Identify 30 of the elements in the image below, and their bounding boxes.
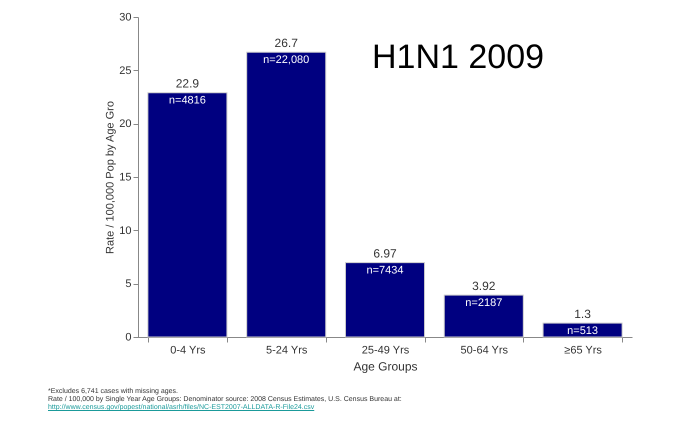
data-label: 6.97: [373, 246, 397, 261]
y-tick-label: 0: [125, 332, 132, 344]
y-tick-label: 10: [119, 224, 132, 237]
text: H1N1 2009: [372, 38, 544, 77]
x-tick-label: 25-49 Yrs: [362, 344, 410, 356]
x-tick-label: ≥65 Yrs: [564, 344, 602, 356]
x-tick-label: 0-4 Yrs: [170, 344, 206, 356]
y-axis-title: Rate / 100,000 Pop by Age Gro: [104, 101, 116, 254]
data-label: 26.7: [274, 36, 298, 50]
data-label: 22.9: [176, 76, 200, 91]
bar: [542, 322, 623, 338]
data-label: 3.92: [472, 279, 496, 294]
annotation: n=2187: [465, 297, 502, 310]
y-tick-label: 25: [119, 64, 132, 77]
annotation: n=513: [567, 325, 598, 338]
annotation: n=4816: [168, 94, 206, 107]
data-label: 1.3: [574, 307, 592, 322]
bar: [444, 294, 524, 338]
y-tick-label: 30: [119, 12, 132, 24]
y-tick-label: 20: [119, 118, 132, 130]
y-tick-label: 15: [119, 172, 132, 184]
x-axis-title: Age Groups: [353, 360, 418, 374]
bar: [246, 52, 326, 338]
annotation: n=22,080: [263, 54, 310, 66]
annotation: n=7434: [366, 264, 404, 277]
bar: [344, 262, 426, 338]
bar: [147, 92, 228, 338]
x-tick-label: 5-24 Yrs: [266, 344, 308, 356]
x-tick-label: 50-64 Yrs: [460, 344, 509, 356]
y-tick-label: 5: [125, 278, 132, 290]
